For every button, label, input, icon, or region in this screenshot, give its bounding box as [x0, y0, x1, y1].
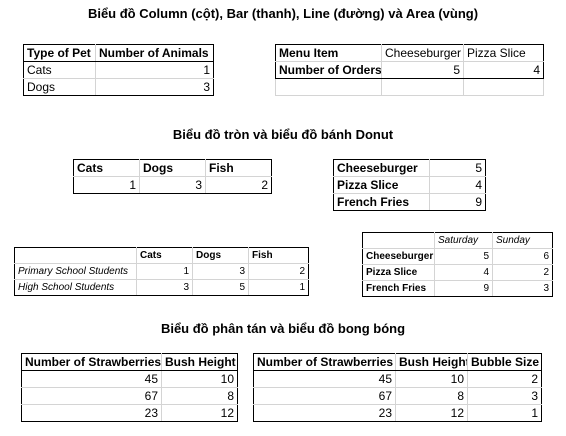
cell-pizza-slice[interactable]: Pizza Slice: [362, 264, 435, 281]
table-pie-menu: Cheeseburger 5 Pizza Slice 4 French Frie…: [333, 159, 486, 211]
cell-strawberries[interactable]: 23: [21, 404, 162, 422]
cell-strawberries[interactable]: 67: [253, 387, 396, 405]
cell-cheeseburger[interactable]: Cheeseburger: [333, 159, 430, 177]
header-bush-height[interactable]: Bush Height: [395, 353, 468, 371]
header-number-of-strawberries[interactable]: Number of Strawberries: [21, 353, 162, 371]
header-dogs[interactable]: Dogs: [192, 247, 249, 264]
cell-high-school-students[interactable]: High School Students: [14, 279, 137, 296]
cell-cheeseburger[interactable]: Cheeseburger: [362, 248, 435, 265]
cell-primary-cats[interactable]: 1: [136, 263, 193, 280]
cell-fish-value[interactable]: 2: [205, 176, 272, 194]
cell-pizza-sunday[interactable]: 2: [492, 264, 553, 281]
header-fish[interactable]: Fish: [205, 159, 272, 177]
cell-empty[interactable]: [362, 232, 435, 249]
title-column-bar: Biểu đồ Column (cột), Bar (thanh), Line …: [87, 6, 479, 21]
table-bubble: Number of Strawberries Bush Height Bubbl…: [253, 353, 542, 422]
cell-primary-school-students[interactable]: Primary School Students: [14, 263, 137, 280]
cell-bush-height[interactable]: 8: [395, 387, 468, 405]
table-scatter: Number of Strawberries Bush Height 45 10…: [21, 353, 238, 422]
cell-fries-sunday[interactable]: 3: [492, 280, 553, 297]
cell-strawberries[interactable]: 45: [253, 370, 396, 388]
header-fish[interactable]: Fish: [248, 247, 309, 264]
cell-cheeseburger-value[interactable]: 5: [429, 159, 486, 177]
table-menu-orders: Menu Item Cheeseburger Pizza Slice Numbe…: [275, 44, 544, 96]
header-cats[interactable]: Cats: [136, 247, 193, 264]
cell-pizza-slice[interactable]: Pizza Slice: [333, 176, 430, 194]
cell-cats-value[interactable]: 1: [95, 61, 214, 79]
table-pie-pets: Cats Dogs Fish 1 3 2: [73, 159, 272, 194]
cell-french-fries-value[interactable]: 9: [429, 193, 486, 211]
table-pets: Type of Pet Number of Animals Cats 1 Dog…: [23, 44, 214, 96]
cell-bush-height[interactable]: 12: [395, 404, 468, 422]
cell-pizza-saturday[interactable]: 4: [434, 264, 493, 281]
header-bubble-size[interactable]: Bubble Size: [467, 353, 542, 371]
title-pie-donut: Biểu đồ tròn và biểu đồ bánh Donut: [172, 127, 394, 142]
header-sunday[interactable]: Sunday: [492, 232, 553, 249]
header-menu-item[interactable]: Menu Item: [275, 44, 382, 62]
cell-french-fries[interactable]: French Fries: [333, 193, 430, 211]
cell-number-of-orders[interactable]: Number of Orders: [275, 61, 382, 79]
cell-empty[interactable]: [463, 78, 544, 96]
cell-bush-height[interactable]: 10: [395, 370, 468, 388]
cell-empty[interactable]: [275, 78, 382, 96]
cell-dogs[interactable]: Dogs: [23, 78, 96, 96]
cell-high-cats[interactable]: 3: [136, 279, 193, 296]
cell-strawberries[interactable]: 67: [21, 387, 162, 405]
cell-empty[interactable]: [381, 78, 464, 96]
header-type-of-pet[interactable]: Type of Pet: [23, 44, 96, 62]
cell-high-fish[interactable]: 1: [248, 279, 309, 296]
header-saturday[interactable]: Saturday: [434, 232, 493, 249]
header-cats[interactable]: Cats: [73, 159, 140, 177]
cell-empty[interactable]: [14, 247, 137, 264]
header-dogs[interactable]: Dogs: [139, 159, 206, 177]
table-weekend: Saturday Sunday Cheeseburger 5 6 Pizza S…: [362, 232, 553, 297]
header-bush-height[interactable]: Bush Height: [161, 353, 238, 371]
cell-pizza-slice-value[interactable]: 4: [429, 176, 486, 194]
cell-cheeseburger-saturday[interactable]: 5: [434, 248, 493, 265]
cell-french-fries[interactable]: French Fries: [362, 280, 435, 297]
cell-high-dogs[interactable]: 5: [192, 279, 249, 296]
cell-bubble-size[interactable]: 2: [467, 370, 542, 388]
cell-dogs-value[interactable]: 3: [139, 176, 206, 194]
table-students: Cats Dogs Fish Primary School Students 1…: [14, 247, 309, 296]
header-cheeseburger[interactable]: Cheeseburger: [381, 44, 464, 62]
cell-primary-fish[interactable]: 2: [248, 263, 309, 280]
cell-strawberries[interactable]: 23: [253, 404, 396, 422]
cell-fries-saturday[interactable]: 9: [434, 280, 493, 297]
title-scatter-bubble: Biểu đồ phân tán và biểu đồ bong bóng: [160, 321, 406, 336]
cell-dogs-value[interactable]: 3: [95, 78, 214, 96]
cell-bubble-size[interactable]: 3: [467, 387, 542, 405]
cell-orders-pizza[interactable]: 4: [463, 61, 544, 79]
cell-orders-cheeseburger[interactable]: 5: [381, 61, 464, 79]
cell-cats[interactable]: Cats: [23, 61, 96, 79]
header-pizza-slice[interactable]: Pizza Slice: [463, 44, 544, 62]
cell-bubble-size[interactable]: 1: [467, 404, 542, 422]
cell-bush-height[interactable]: 8: [161, 387, 238, 405]
cell-strawberries[interactable]: 45: [21, 370, 162, 388]
header-number-of-animals[interactable]: Number of Animals: [95, 44, 214, 62]
cell-bush-height[interactable]: 10: [161, 370, 238, 388]
cell-primary-dogs[interactable]: 3: [192, 263, 249, 280]
cell-cheeseburger-sunday[interactable]: 6: [492, 248, 553, 265]
cell-bush-height[interactable]: 12: [161, 404, 238, 422]
cell-cats-value[interactable]: 1: [73, 176, 140, 194]
header-number-of-strawberries[interactable]: Number of Strawberries: [253, 353, 396, 371]
